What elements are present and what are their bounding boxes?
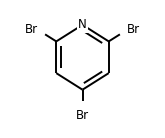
Text: N: N [78,18,87,31]
Text: Br: Br [127,23,140,36]
Text: Br: Br [25,23,38,36]
Text: Br: Br [76,109,89,122]
